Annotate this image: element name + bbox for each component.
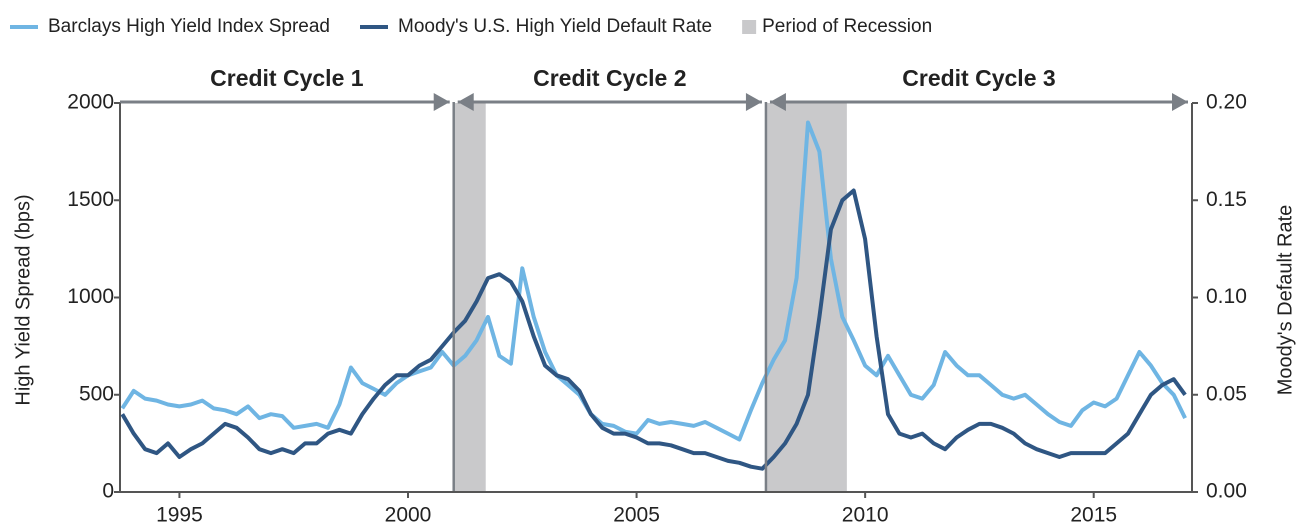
series-line	[120, 188, 1187, 471]
y2-tick-label: 0.20	[1206, 91, 1247, 114]
x-tick-label: 2010	[842, 504, 889, 527]
y-tick-label: 0	[102, 480, 114, 503]
y-tick-label: 1500	[67, 188, 114, 211]
x-tick-label: 2015	[1070, 504, 1117, 527]
x-tick-label: 2000	[385, 504, 432, 527]
y2-tick-label: 0.15	[1206, 188, 1247, 211]
recession-band	[453, 103, 486, 492]
y-tick-label: 1000	[67, 285, 114, 308]
legend: Barclays High Yield Index Spread Moody's …	[10, 16, 932, 37]
series-line	[120, 120, 1187, 442]
legend-label: Period of Recession	[762, 16, 932, 37]
legend-label: Moody's U.S. High Yield Default Rate	[398, 16, 712, 37]
arrow-head	[745, 93, 762, 111]
x-tick-label: 1995	[156, 504, 203, 527]
arrow-head	[1172, 93, 1188, 111]
y2-tick-label: 0.10	[1206, 285, 1247, 308]
cycle-label: Credit Cycle 2	[533, 65, 686, 91]
y-tick-label: 2000	[67, 91, 114, 114]
y2-axis-title: Moody's Default Rate	[1274, 205, 1296, 396]
y-axis-title: High Yield Spread (bps)	[12, 194, 34, 405]
cycle-label: Credit Cycle 3	[902, 65, 1055, 91]
legend-swatch	[742, 20, 757, 34]
y2-tick-label: 0.05	[1206, 382, 1247, 405]
arrow-head	[433, 93, 450, 111]
legend-label: Barclays High Yield Index Spread	[48, 16, 330, 37]
x-tick-label: 2005	[613, 504, 660, 527]
y2-tick-label: 0.00	[1206, 480, 1247, 503]
y-tick-label: 500	[79, 382, 114, 405]
cycle-label: Credit Cycle 1	[210, 65, 364, 91]
arrow-head	[769, 93, 786, 111]
arrow-head	[457, 93, 474, 111]
